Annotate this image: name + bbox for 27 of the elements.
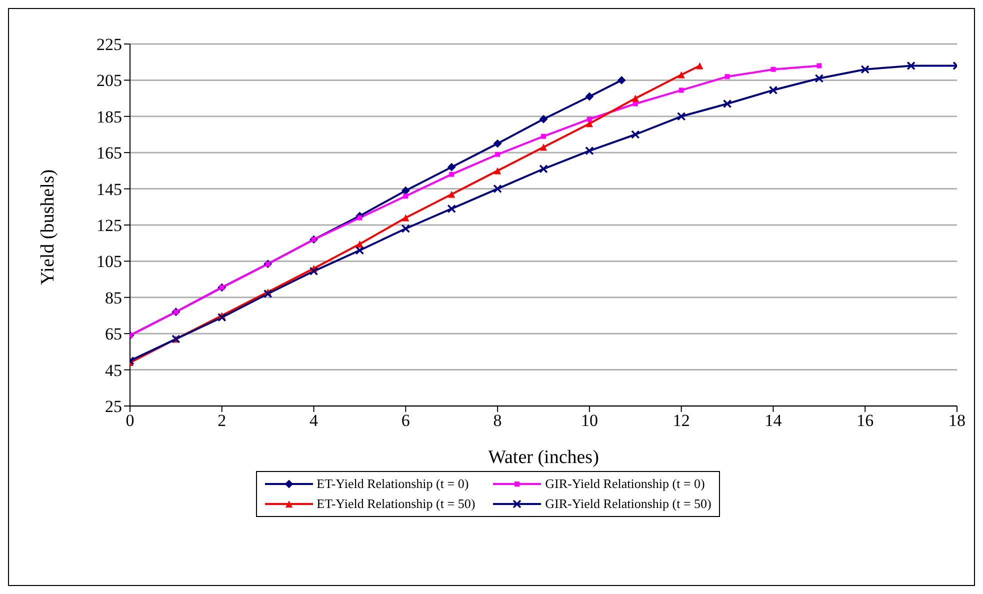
x-tick-label: 2 [218, 411, 226, 430]
x-tick-label: 4 [310, 411, 319, 430]
x-tick-label: 12 [672, 411, 690, 430]
x-tick-label: 0 [126, 411, 134, 430]
x-tick-label: 10 [580, 411, 598, 430]
y-tick-label: 185 [96, 107, 122, 126]
legend-label: ET-Yield Relationship (t = 0) [316, 476, 469, 492]
y-tick-label: 105 [96, 252, 122, 272]
y-tick-label: 125 [96, 216, 122, 236]
y-tick-label: 205 [96, 71, 122, 90]
x-tick-label: 6 [401, 411, 410, 430]
y-axis-title: Yield (bushels) [38, 169, 59, 285]
y-tick-label: 225 [96, 35, 122, 54]
legend-label: GIR-Yield Relationship (t = 0) [545, 476, 705, 492]
y-tick-label: 25 [105, 397, 122, 416]
legend-label: ET-Yield Relationship (t = 50) [316, 496, 476, 512]
x-tick-label: 16 [856, 411, 874, 430]
x-tick-label: 8 [493, 411, 502, 430]
legend-label: GIR-Yield Relationship (t = 50) [545, 496, 712, 512]
y-tick-label: 85 [105, 288, 122, 308]
x-tick-label: 18 [948, 411, 966, 430]
x-tick-label: 14 [764, 411, 782, 430]
y-tick-label: 165 [96, 144, 122, 163]
y-tick-label: 65 [105, 324, 122, 344]
y-tick-label: 45 [105, 360, 122, 380]
y-tick-label: 145 [96, 180, 122, 199]
x-axis-title: Water (inches) [488, 447, 599, 468]
